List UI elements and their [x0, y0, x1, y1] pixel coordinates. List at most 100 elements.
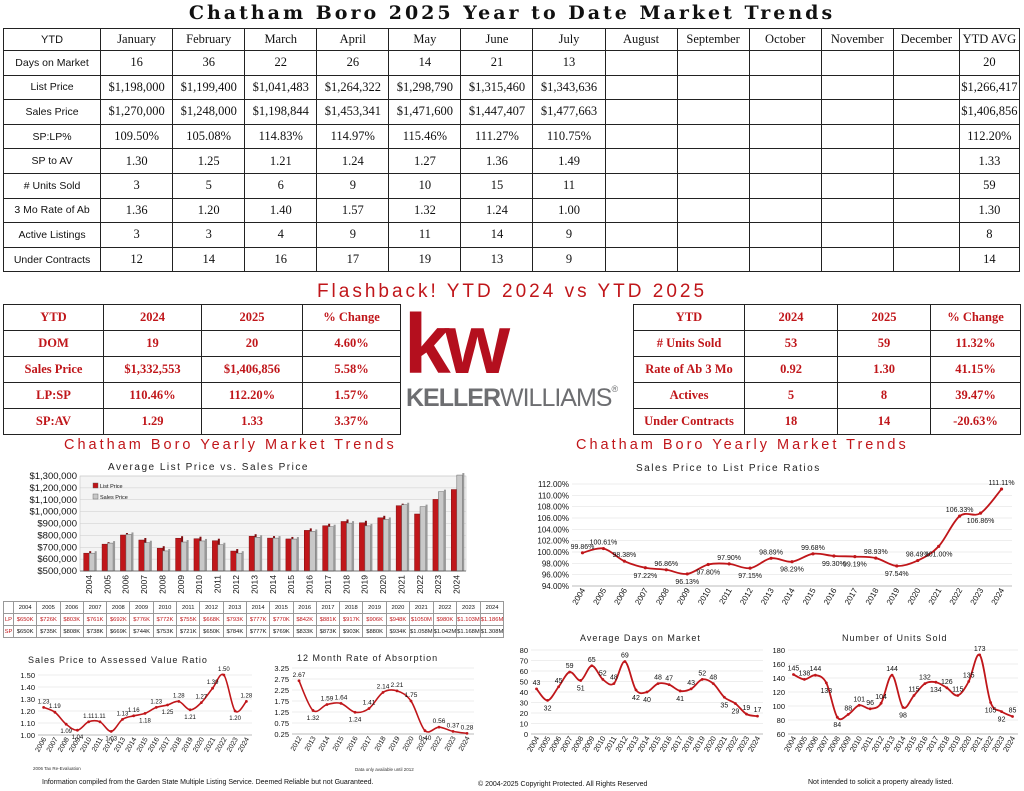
y-tick-label: 20 [520, 709, 528, 718]
x-tick-label: 2023 [444, 735, 458, 752]
x-tick-label: 2015 [286, 575, 296, 594]
bar-side [186, 540, 189, 571]
bar-sales [364, 525, 371, 572]
x-tick-label: 2024 [458, 735, 472, 752]
y-tick-label: 0.75 [274, 719, 289, 728]
x-tick-label: 2024 [237, 736, 251, 753]
y-tick-label: 120 [772, 688, 785, 697]
ytd-header-cell: April [316, 28, 390, 51]
data-point [890, 673, 894, 677]
flashback-cell: 5 [744, 382, 838, 409]
flashback-row-label: Sales Price [3, 356, 104, 383]
lp-sp-cell: $770K [269, 613, 294, 626]
ytd-cell [748, 246, 822, 273]
x-tick-label: 2012 [231, 575, 241, 594]
ytd-header-cell: February [172, 28, 246, 51]
data-label: 65 [588, 657, 596, 664]
ytd-cell [820, 50, 894, 76]
data-point [745, 712, 748, 716]
list-vs-sales-title: Average List Price vs. Sales Price [108, 462, 309, 473]
lp-sp-cell: 2009 [129, 601, 154, 614]
flashback-row-label: Rate of Ab 3 Mo [633, 356, 745, 383]
data-label: 173 [974, 646, 986, 653]
ytd-cell [748, 99, 822, 125]
ytd-cell [676, 50, 750, 76]
data-point [923, 682, 927, 685]
lp-sp-cell: $753K [152, 625, 178, 638]
x-tick-label: 2012 [290, 735, 304, 752]
flashback-row: Rate of Ab 3 Mo 0.92 1.30 41.15% [633, 356, 1021, 383]
lp-sp-cell: 2014 [245, 601, 271, 614]
bar-sales [438, 491, 445, 572]
data-label: 40 [643, 697, 651, 704]
flashback-row: # Units Sold 53 59 11.32% [633, 330, 1021, 357]
ytd-cell [748, 148, 822, 174]
flashback-cell: 19 [103, 330, 202, 357]
data-point [1011, 715, 1014, 718]
data-point [846, 713, 850, 716]
legend-swatch [92, 493, 99, 500]
ytd-cell: 1.33 [958, 148, 1021, 174]
data-label: 1.23 [38, 699, 50, 705]
ytd-cell: 1.49 [532, 148, 606, 174]
data-label: 1.25 [162, 710, 174, 716]
rate-absorption-chart: 0.25 0.75 1.25 1.75 2.25 2.75 3.25 2.67 2012 1.32… [274, 664, 474, 752]
data-point [643, 566, 647, 570]
data-label: 135 [963, 673, 975, 680]
lp-sp-cell: $842K [292, 613, 317, 626]
data-point [813, 673, 817, 677]
bar-side [425, 504, 428, 571]
lp-sp-cell: $808K [59, 625, 84, 638]
data-availability-note: Data only available until 2012 [355, 767, 414, 772]
x-tick-label: 2020 [906, 586, 923, 606]
data-point [53, 710, 57, 714]
x-tick-label: 2018 [341, 575, 351, 594]
bar-list [451, 489, 458, 572]
flashback-row: LP:SP 110.46% 112.20% 1.57% [3, 382, 401, 409]
data-label: 1.64 [335, 694, 348, 701]
ytd-cell [892, 50, 960, 76]
y-tick-label: 102.00% [537, 537, 569, 546]
x-tick-label: 2014 [318, 735, 332, 752]
bar-list [359, 522, 366, 572]
page-title: Chatham Boro 2025 Year to Date Market Tr… [188, 2, 836, 24]
data-point [916, 558, 920, 563]
bar-sales [419, 506, 426, 572]
ytd-cell [604, 148, 678, 174]
ytd-cell [820, 197, 894, 224]
ytd-cell: 1.21 [244, 148, 318, 174]
flashback-row-label: # Units Sold [633, 330, 745, 357]
data-point [912, 694, 916, 697]
list-vs-sales-chart: $500,000$600,000$700,000$800,000$900,000… [29, 471, 467, 594]
x-tick-label: 2015 [801, 586, 818, 606]
ytd-cell: $1,198,000 [100, 74, 174, 101]
ytd-cell: 1.24 [316, 148, 390, 174]
ytd-cell: 115.46% [388, 123, 462, 150]
bar-sales [309, 531, 316, 572]
kw-logo-text: KELLERWILLIAMS® [406, 384, 618, 412]
data-point [967, 680, 971, 683]
ytd-cell: 13 [532, 50, 606, 76]
x-tick-label: 2009 [176, 575, 186, 594]
data-point [956, 694, 960, 697]
ytd-cell: 15 [460, 172, 534, 199]
lp-sp-cell: $726K [36, 613, 61, 626]
data-point [121, 718, 124, 721]
lp-sp-cell: 2019 [362, 601, 387, 614]
data-label: 115 [908, 687, 919, 694]
ytd-cell: 3 [100, 172, 174, 199]
data-point [748, 566, 752, 570]
data-point [353, 710, 357, 714]
bar-side [315, 529, 318, 571]
ytd-cell: 4 [244, 222, 318, 248]
data-point [568, 670, 572, 674]
y-tick-label: $700,000 [37, 542, 77, 553]
bar-list [340, 521, 347, 572]
data-label: 0.37 [447, 722, 460, 729]
flashback-cell: 5.58% [302, 356, 401, 383]
data-label: 0.56 [433, 718, 446, 725]
bar-list [322, 525, 329, 572]
lp-sp-cell: $881K [315, 613, 341, 626]
data-point [409, 699, 413, 703]
data-label: 96.13% [675, 579, 699, 586]
